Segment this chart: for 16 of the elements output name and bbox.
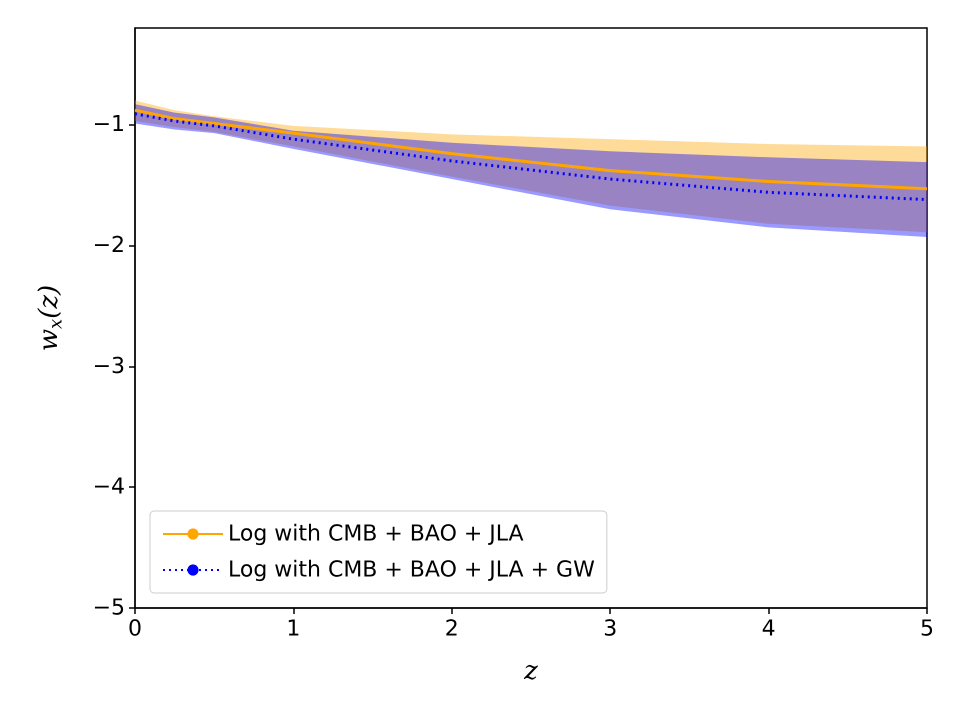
x-tick-label: 4	[762, 616, 776, 642]
y-tick-label: −5	[92, 596, 125, 620]
x-tick-label: 0	[128, 616, 142, 642]
y-axis-title: wx(z)	[34, 284, 66, 352]
x-tick-label: 2	[444, 616, 459, 642]
x-tick-label: 3	[603, 616, 618, 642]
y-tick-label: −1	[92, 112, 125, 138]
x-axis-title: z	[523, 656, 538, 686]
legend-label: Log with CMB + BAO + JLA + GW	[228, 558, 596, 582]
y-tick-label: −3	[92, 354, 125, 379]
x-tick-label: 5	[920, 616, 934, 642]
y-tick-label: −4	[92, 474, 125, 500]
x-tick-label: 1	[286, 616, 300, 642]
legend-label: Log with CMB + BAO + JLA	[228, 522, 524, 546]
line-series	[134, 108, 928, 190]
y-tick-label: −2	[92, 233, 125, 258]
